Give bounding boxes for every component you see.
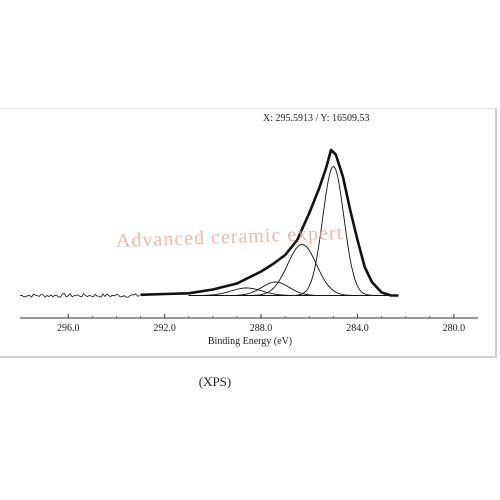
- series-group: [19, 148, 399, 298]
- x-tick-label: 280.0: [443, 323, 466, 334]
- x-axis-label: Binding Energy (eV): [207, 336, 293, 347]
- cursor-readout: X: 295.5913 / Y: 16509.53: [263, 113, 370, 124]
- x-tick-label: 284.0: [346, 323, 369, 334]
- raw-signal-baseline: [19, 293, 140, 298]
- figure-caption: (XPS): [198, 374, 232, 389]
- x-tick-label: 296.0: [57, 323, 80, 334]
- x-tick-label: 288.0: [250, 323, 273, 334]
- envelope-fit-line: [140, 148, 399, 297]
- x-tick-label: 292.0: [153, 323, 176, 334]
- plot-frame: [0, 108, 497, 358]
- component-peak-4: [188, 287, 393, 296]
- x-axis: 296.0 292.0 288.0 284.0 280.0: [20, 314, 478, 334]
